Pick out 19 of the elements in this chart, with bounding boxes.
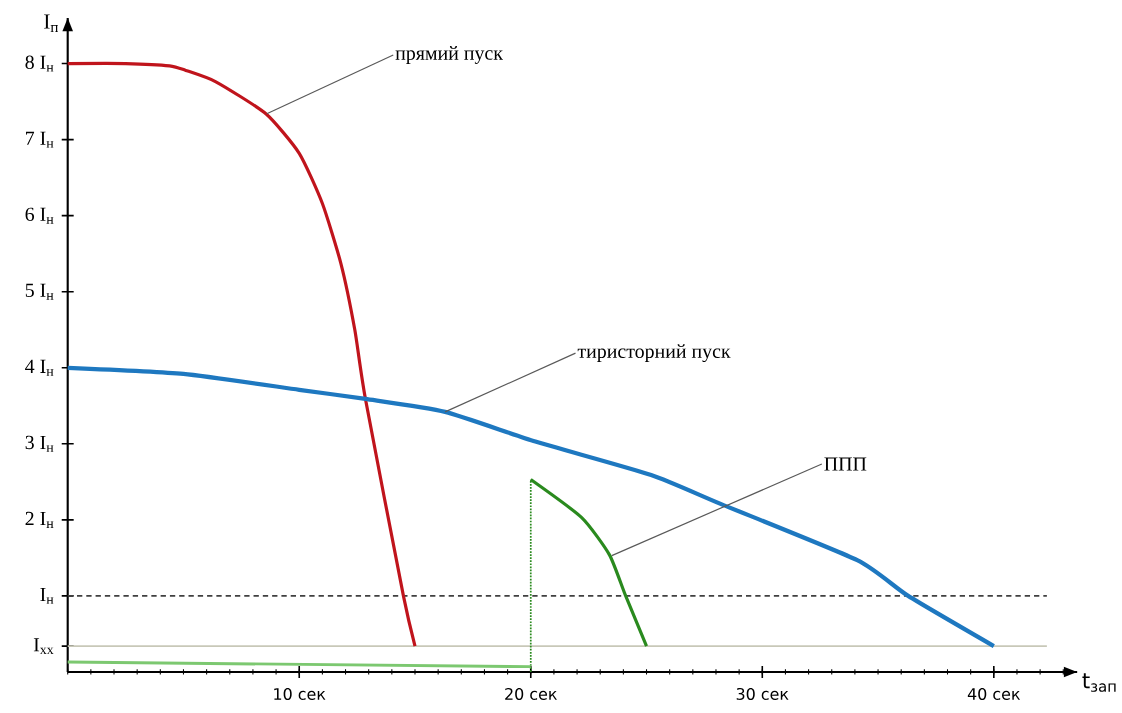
y-tick-label: 4 I$_{н}$: [25, 359, 54, 376]
y-tick-label: 2 I$_{н}$: [25, 511, 54, 528]
y-tick-label: 7 I$_{н}$: [26, 131, 54, 148]
annotation: тиристорний пуск: [577, 344, 731, 363]
y-tick-label: I$_{н}$: [40, 588, 54, 604]
y-tick-label: 5 I$_{н}$: [25, 283, 54, 300]
x-tick-label: 40 сек: [967, 688, 1021, 701]
y-tick-label: I$_{хх}$: [33, 638, 54, 655]
y-tick-label: 6 I$_{н}$: [25, 207, 54, 224]
annotation: ППП: [824, 457, 867, 471]
x-tick-label: 30 сек: [736, 688, 789, 701]
y-tick-label: 8 I$_{н}$: [25, 55, 54, 72]
x-tick-label: 10 сек: [274, 688, 326, 701]
y-tick-label: 3 I$_{н}$: [25, 435, 54, 452]
x-tick-label: 20 сек: [505, 688, 557, 701]
line-series: [65, 365, 996, 649]
x-axis-title: t$_{зап}$: [1082, 673, 1116, 692]
annotation: прямий пуск: [395, 46, 503, 65]
y-axis-title: I$_{п}$: [44, 14, 59, 33]
